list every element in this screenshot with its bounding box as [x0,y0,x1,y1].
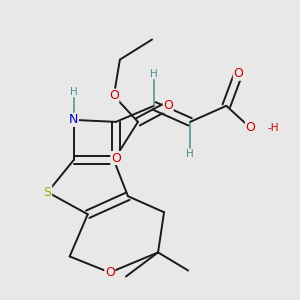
Text: -H: -H [267,123,279,133]
Text: O: O [109,89,119,102]
Text: O: O [233,67,243,80]
Text: O: O [163,99,173,112]
Text: H: H [70,87,78,97]
Text: S: S [44,186,52,199]
Text: N: N [69,113,78,126]
Text: H: H [150,69,158,79]
Text: H: H [186,149,194,159]
Text: O: O [105,266,115,279]
Text: O: O [245,122,255,134]
Text: O: O [111,152,121,164]
